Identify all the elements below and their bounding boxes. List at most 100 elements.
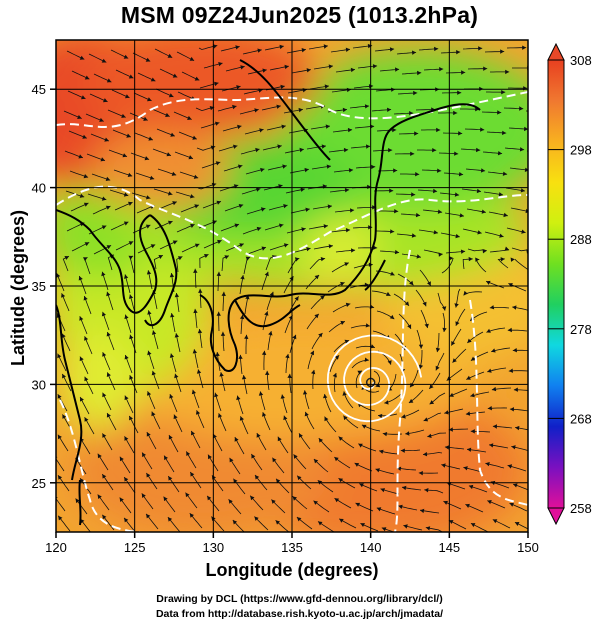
streamline-arrow (340, 320, 345, 325)
y-tick-label: 45 (32, 82, 46, 97)
streamline-arrow (151, 411, 156, 417)
streamline-arrow (455, 321, 460, 326)
streamline-arrow (211, 182, 217, 187)
streamline-arrow (402, 485, 407, 491)
streamline-arrow (482, 249, 487, 254)
streamline-arrow (509, 502, 514, 507)
streamline-arrow (325, 124, 330, 129)
streamline-arrow (438, 252, 443, 257)
streamline-arrow (326, 164, 331, 169)
streamline-arrow (168, 93, 174, 98)
streamline-arrow (334, 498, 340, 503)
streamline-arrow (212, 44, 218, 49)
y-tick-label: 35 (32, 279, 46, 294)
wind-streamlines (56, 43, 550, 532)
streamline-arrow (124, 477, 129, 482)
streamline-arrow (418, 364, 424, 369)
streamline-arrow (148, 136, 153, 141)
streamline-arrow (485, 462, 490, 467)
streamline-arrow (502, 171, 508, 176)
streamline-arrow (300, 187, 305, 192)
streamline-arrow (388, 148, 393, 153)
streamline-arrow (196, 369, 202, 374)
streamline-arrow (378, 413, 383, 419)
x-tick-label: 125 (124, 540, 146, 555)
streamline-arrow (106, 245, 112, 250)
streamline-arrow (216, 200, 221, 205)
streamline-arrow (236, 85, 241, 90)
streamline-arrow (470, 523, 476, 528)
streamline-arrow (467, 447, 472, 452)
streamline-arrow (453, 110, 458, 116)
streamline-arrow (294, 257, 300, 262)
streamline-arrow (128, 294, 134, 299)
streamline-arrow (146, 195, 151, 200)
colorbar: 308 298 288 278 268 258 (547, 42, 592, 526)
streamline-arrow (77, 115, 82, 119)
streamline-arrow (500, 49, 505, 54)
x-tick-label: 140 (360, 540, 382, 555)
streamline-arrow (260, 207, 266, 212)
streamline-arrow (83, 296, 88, 301)
streamline-arrow (407, 324, 412, 329)
streamline-arrow (465, 503, 470, 508)
streamline-arrow (165, 112, 170, 117)
streamline-arrow (470, 356, 476, 361)
streamline-arrow (78, 276, 83, 281)
streamline-arrow (524, 167, 528, 172)
streamline-arrow (172, 240, 178, 245)
streamline-arrow (344, 262, 349, 267)
streamline-arrow (174, 333, 179, 338)
streamline-arrow (515, 425, 520, 431)
streamline-arrow (236, 395, 241, 401)
streamline-arrow (393, 168, 398, 173)
streamline-arrow (389, 188, 394, 193)
streamline-arrow (119, 456, 124, 462)
streamline-arrow (64, 256, 69, 260)
streamline-arrow (232, 104, 237, 110)
streamline-arrow (261, 350, 267, 355)
streamline-arrow (190, 472, 195, 477)
streamline-arrow (219, 372, 224, 377)
streamline-arrow (269, 291, 274, 297)
streamline-arrow (251, 454, 256, 459)
streamline-arrow (125, 94, 130, 99)
streamline-arrow (215, 121, 220, 126)
streamline-arrow (124, 436, 129, 441)
streamline-arrow (468, 484, 474, 490)
streamline-arrow (128, 201, 133, 206)
streamline-arrow (173, 414, 178, 420)
streamline-arrow (187, 115, 192, 120)
streamline-arrow (79, 193, 85, 198)
streamline-arrow (513, 483, 518, 488)
streamline-arrow (129, 415, 133, 421)
streamline-arrow (283, 204, 288, 209)
streamline-arrow (348, 168, 354, 173)
streamline-arrow (189, 513, 194, 518)
streamline-arrow (58, 515, 63, 521)
streamline-arrow (435, 365, 440, 371)
streamline-arrow (83, 174, 89, 179)
streamline-arrow (520, 188, 525, 193)
streamline-arrow (141, 493, 146, 498)
streamline-arrow (192, 135, 197, 140)
streamline-arrow (432, 148, 437, 153)
streamline-arrow (405, 431, 410, 436)
streamline-arrow (463, 466, 468, 471)
streamline-arrow (61, 333, 66, 339)
streamline-arrow (470, 429, 475, 434)
streamline-arrow (491, 348, 496, 353)
streamline-arrow (106, 372, 111, 377)
streamline-arrow (370, 344, 375, 349)
streamline-arrow (233, 478, 238, 484)
streamline-arrow (97, 494, 102, 499)
streamline-arrow (106, 291, 111, 297)
streamline (531, 131, 550, 132)
streamline-arrow (168, 476, 173, 481)
streamline-arrow (220, 331, 226, 336)
streamline-arrow (147, 350, 152, 356)
streamline-arrow (168, 220, 173, 225)
streamline-arrow (207, 495, 212, 501)
streamline-arrow (234, 437, 239, 442)
streamline-arrow (128, 241, 134, 246)
